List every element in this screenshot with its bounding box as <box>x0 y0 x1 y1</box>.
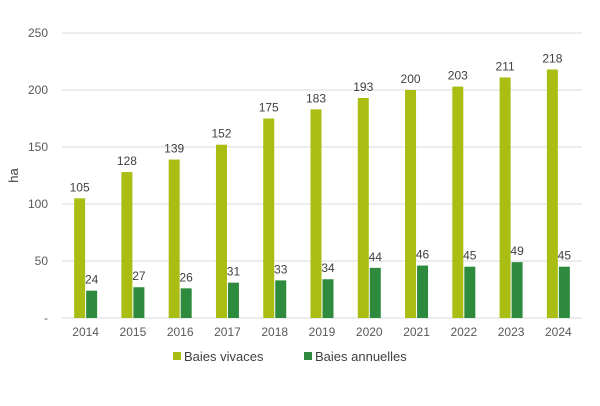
data-label: 44 <box>369 250 383 264</box>
y-tick-label: 250 <box>28 26 48 40</box>
bar-baies-annuelles-2018 <box>275 280 287 318</box>
x-tick-label: 2018 <box>261 325 288 339</box>
bar-baies-vivaces-2016 <box>168 159 180 318</box>
y-tick-label: 100 <box>28 197 48 211</box>
bar-baies-vivaces-2021 <box>405 90 417 318</box>
data-label: 46 <box>416 248 430 262</box>
legend-label: Baies annuelles <box>315 349 407 364</box>
x-tick-label: 2014 <box>72 325 99 339</box>
x-tick-label: 2022 <box>450 325 477 339</box>
data-label: 139 <box>164 142 184 156</box>
bar-baies-annuelles-2016 <box>180 288 192 318</box>
bar-baies-vivaces-2018 <box>263 118 275 318</box>
data-label: 193 <box>353 80 373 94</box>
data-label: 152 <box>211 127 231 141</box>
bar-baies-vivaces-2023 <box>499 77 511 319</box>
bar-baies-annuelles-2017 <box>227 282 239 318</box>
bar-baies-vivaces-2024 <box>546 69 558 318</box>
data-label: 45 <box>463 249 477 263</box>
x-tick-label: 2020 <box>356 325 383 339</box>
bar-baies-annuelles-2020 <box>369 267 381 318</box>
bar-baies-annuelles-2022 <box>464 266 476 318</box>
bar-baies-annuelles-2015 <box>133 287 145 318</box>
data-label: 203 <box>448 69 468 83</box>
legend-swatch <box>173 352 181 360</box>
bar-baies-vivaces-2017 <box>215 144 227 318</box>
x-tick-label: 2017 <box>214 325 241 339</box>
data-label: 27 <box>132 269 146 283</box>
x-tick-label: 2024 <box>545 325 572 339</box>
y-tick-label: 50 <box>35 254 49 268</box>
bar-baies-annuelles-2014 <box>86 290 98 318</box>
data-labels: 105 24 128 27 139 26 152 31 175 33 183 34 193 44 200 46… <box>70 51 572 286</box>
data-label: 24 <box>85 273 99 287</box>
data-label: 183 <box>306 91 326 105</box>
x-tick-label: 2019 <box>309 325 336 339</box>
y-tick-label: 200 <box>28 83 48 97</box>
y-axis-ticks: - 50 100 150 200 250 <box>28 26 48 325</box>
bar-baies-vivaces-2019 <box>310 109 322 318</box>
bar-baies-vivaces-2015 <box>121 172 133 318</box>
x-tick-label: 2021 <box>403 325 430 339</box>
data-label: 105 <box>70 180 90 194</box>
data-label: 49 <box>510 244 524 258</box>
bar-baies-vivaces-2020 <box>357 97 369 318</box>
legend: Baies vivaces Baies annuelles <box>173 349 407 364</box>
x-tick-label: 2023 <box>498 325 525 339</box>
bar-baies-annuelles-2024 <box>558 266 570 318</box>
x-axis-ticks: 2014 2015 2016 2017 2018 2019 2020 2021 2022 2023… <box>72 325 572 339</box>
data-label: 200 <box>401 72 421 86</box>
data-label: 45 <box>558 249 572 263</box>
x-tick-label: 2015 <box>120 325 147 339</box>
data-label: 128 <box>117 154 137 168</box>
data-label: 33 <box>274 262 288 276</box>
y-axis-label: ha <box>6 168 21 183</box>
bar-baies-vivaces-2022 <box>452 86 464 318</box>
y-tick-label: 150 <box>28 140 48 154</box>
legend-swatch <box>304 352 312 360</box>
data-label: 26 <box>180 270 194 284</box>
data-label: 175 <box>259 101 279 115</box>
data-label: 31 <box>227 265 241 279</box>
bar-baies-vivaces-2014 <box>74 198 86 318</box>
legend-label: Baies vivaces <box>184 349 264 364</box>
x-tick-label: 2016 <box>167 325 194 339</box>
data-label: 34 <box>321 261 335 275</box>
bars <box>74 69 570 319</box>
y-tick-label: - <box>44 311 48 325</box>
data-label: 211 <box>496 59 515 73</box>
gridlines <box>62 32 582 319</box>
bar-baies-annuelles-2019 <box>322 279 334 318</box>
bar-baies-annuelles-2023 <box>511 262 523 318</box>
data-label: 218 <box>542 51 562 65</box>
bar-baies-annuelles-2021 <box>417 265 429 318</box>
